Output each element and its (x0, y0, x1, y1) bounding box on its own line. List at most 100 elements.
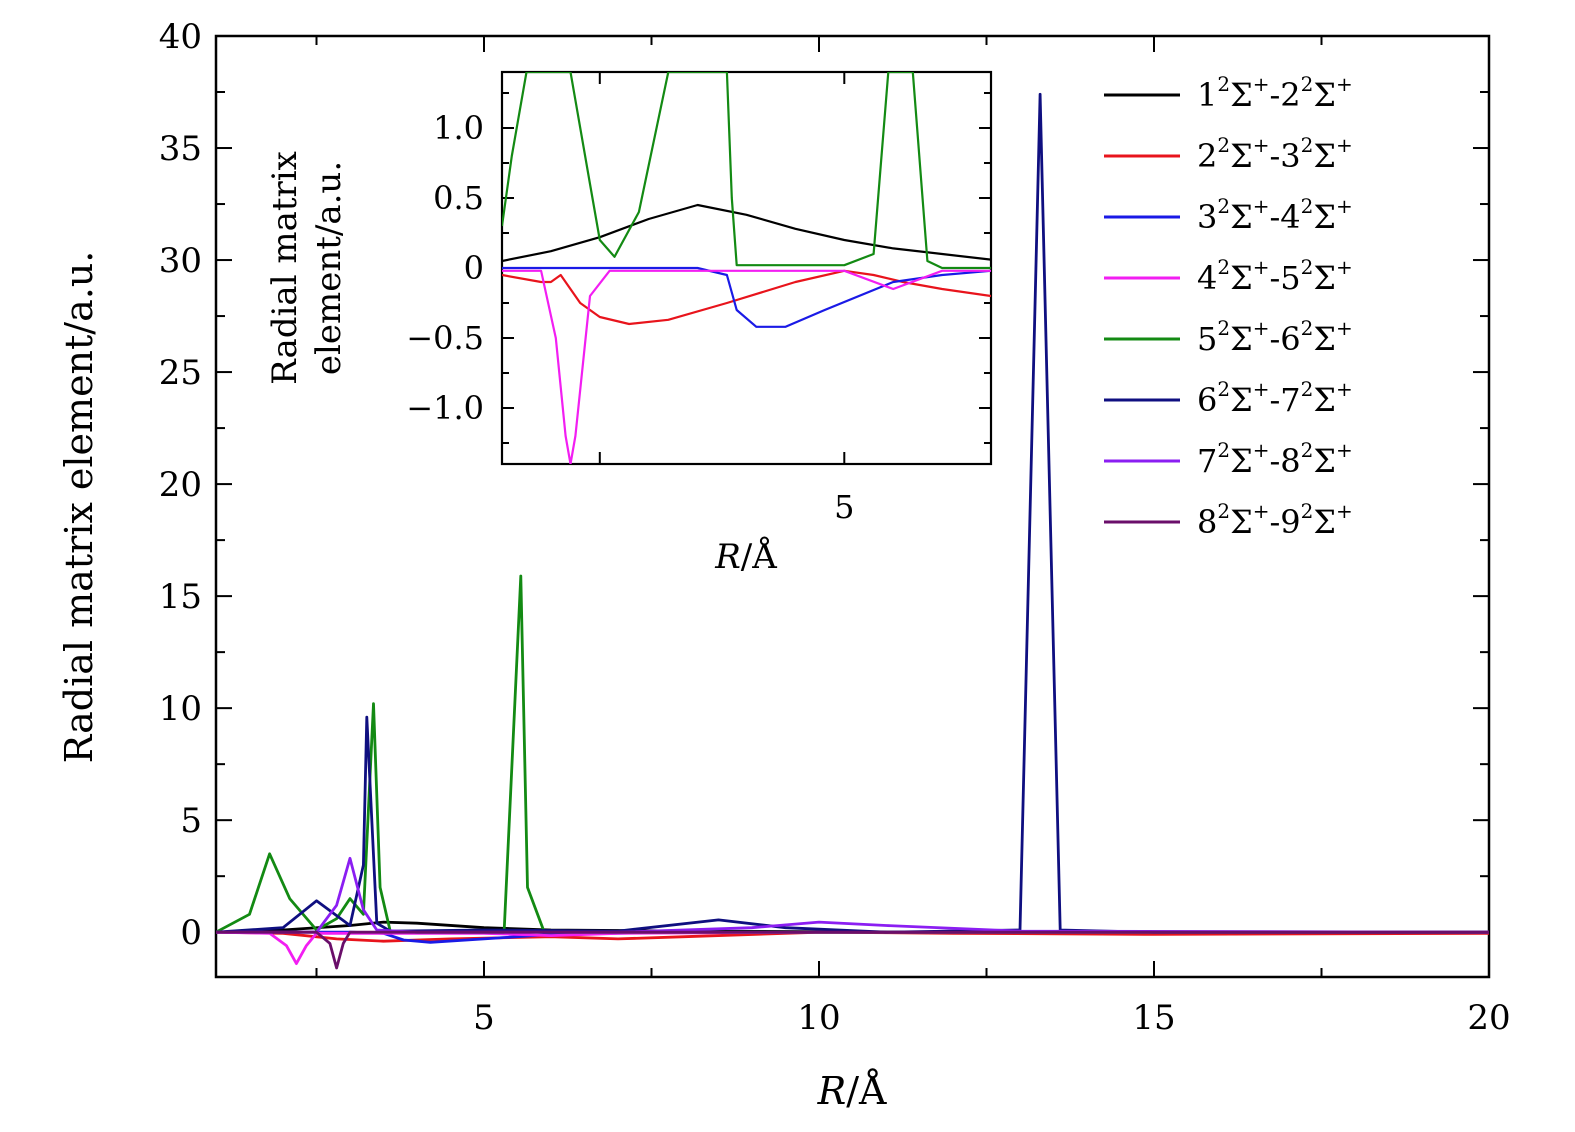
inset-y-axis-title: Radial matrix element/a.u. (265, 151, 349, 385)
y-tick-label: 0 (180, 913, 202, 953)
legend-label-sup: + (1336, 316, 1353, 340)
legend-label-sup: + (1253, 316, 1270, 340)
legend-label-sup: 2 (1217, 194, 1230, 218)
main-series-group (216, 92, 1489, 970)
legend-label-sup: 2 (1301, 133, 1314, 157)
legend-label-part: Σ (1230, 320, 1253, 358)
inset-y-axis-title-line1: Radial matrix (265, 151, 305, 385)
legend-label-sup: 2 (1301, 316, 1314, 340)
legend-label-sup: + (1336, 438, 1353, 462)
legend-label-5: 52Σ+-62Σ+ (1197, 316, 1353, 358)
legend-label-part: Σ (1313, 76, 1336, 114)
y-tick-label: 30 (159, 241, 202, 281)
legend-label-part: Σ (1313, 381, 1336, 419)
x-tick-label: 10 (797, 998, 840, 1038)
legend-label-part: Σ (1230, 259, 1253, 297)
y-tick-label: 25 (159, 353, 202, 393)
x-tick-label: 15 (1132, 998, 1175, 1038)
legend-label-part: 2 (1197, 137, 1217, 175)
legend-label-sup: 2 (1301, 194, 1314, 218)
inset-y-axis-title-line2: element/a.u. (309, 161, 349, 375)
legend-label-8: 82Σ+-92Σ+ (1197, 499, 1353, 541)
y-tick-label: 5 (180, 801, 202, 841)
series-line-5 (216, 574, 1489, 934)
legend-label-sup: + (1336, 194, 1353, 218)
legend-label-part: 3 (1197, 198, 1217, 236)
legend-label-sup: 2 (1217, 133, 1230, 157)
legend-label-part: 5 (1197, 320, 1217, 358)
legend-label-sup: 2 (1301, 255, 1314, 279)
x-axis-title-rest: /Å (846, 1069, 887, 1113)
legend-label-part: 4 (1197, 259, 1217, 297)
legend-label-part: Σ (1230, 381, 1253, 419)
legend-label-sup: 2 (1301, 72, 1314, 96)
y-tick-label: 15 (159, 577, 202, 617)
series-line-4 (216, 930, 1489, 965)
legend-label-2: 22Σ+-32Σ+ (1197, 133, 1353, 175)
inset-y-tick-label: 1.0 (433, 109, 484, 147)
series-line-8 (216, 930, 1489, 970)
legend-label-part: Σ (1313, 137, 1336, 175)
inset-x-axis-title: R/Å (714, 536, 777, 577)
series-line-7 (216, 856, 1489, 934)
legend-label-sup: 2 (1217, 438, 1230, 462)
legend-label-part: 1 (1197, 76, 1217, 114)
legend-label-sup: 2 (1217, 377, 1230, 401)
legend-label-part: Σ (1313, 320, 1336, 358)
legend-label-part: -7 (1269, 381, 1300, 419)
legend-label-sup: + (1253, 72, 1270, 96)
legend-label-4: 42Σ+-52Σ+ (1197, 255, 1353, 297)
legend-label-sup: + (1253, 499, 1270, 523)
legend-label-sup: + (1253, 133, 1270, 157)
legend-label-3: 32Σ+-42Σ+ (1197, 194, 1353, 236)
legend-label-part: Σ (1230, 198, 1253, 236)
legend-label-part: 8 (1197, 503, 1217, 541)
inset-y-tick-label: −0.5 (406, 319, 484, 357)
legend-label-part: 7 (1197, 442, 1217, 480)
legend-label-part: Σ (1313, 259, 1336, 297)
legend-label-sup: + (1336, 72, 1353, 96)
legend-label-7: 72Σ+-82Σ+ (1197, 438, 1353, 480)
inset-plot: 5 1.0 0.5 0 −0.5 −1.0 R/Å Radial matrix element/… (265, 70, 993, 577)
y-axis-title: Radial matrix element/a.u. (57, 251, 101, 764)
legend-label-part: -8 (1269, 442, 1300, 480)
inset-x-axis-title-italic: R (714, 537, 741, 577)
legend-label-part: Σ (1230, 503, 1253, 541)
legend-label-part: Σ (1313, 442, 1336, 480)
legend-label-sup: + (1336, 255, 1353, 279)
x-axis-title: R/Å (817, 1069, 887, 1113)
legend-label-sup: + (1253, 438, 1270, 462)
legend-label-part: -5 (1269, 259, 1300, 297)
legend-label-sup: 2 (1301, 377, 1314, 401)
legend-label-sup: 2 (1217, 499, 1230, 523)
legend-label-sup: + (1336, 133, 1353, 157)
y-tick-label: 35 (159, 129, 202, 169)
inset-series-group (502, 72, 991, 464)
legend-label-sup: 2 (1301, 438, 1314, 462)
legend-label-6: 62Σ+-72Σ+ (1197, 377, 1353, 419)
legend-label-sup: + (1253, 255, 1270, 279)
y-tick-label: 40 (159, 17, 202, 57)
legend-label-part: 6 (1197, 381, 1217, 419)
inset-x-axis-title-rest: /Å (741, 536, 777, 577)
legend-label-part: -9 (1269, 503, 1300, 541)
legend-label-sup: + (1253, 377, 1270, 401)
legend-label-part: -6 (1269, 320, 1300, 358)
legend-label-sup: 2 (1217, 316, 1230, 340)
inset-x-tick-label: 5 (834, 488, 854, 526)
legend-label-sup: + (1336, 377, 1353, 401)
inset-y-tick-label: 0 (464, 249, 484, 287)
legend-label-part: -4 (1269, 198, 1300, 236)
inset-y-tick-label: −1.0 (406, 389, 484, 427)
legend-label-part: -2 (1269, 76, 1300, 114)
x-tick-label: 5 (473, 998, 495, 1038)
legend-label-sup: 2 (1301, 499, 1314, 523)
series-line-6 (216, 92, 1489, 934)
legend-label-sup: + (1336, 499, 1353, 523)
legend-label-part: Σ (1230, 137, 1253, 175)
legend-label-sup: 2 (1217, 255, 1230, 279)
main-plot-frame (214, 34, 1491, 979)
legend-label-part: -3 (1269, 137, 1300, 175)
